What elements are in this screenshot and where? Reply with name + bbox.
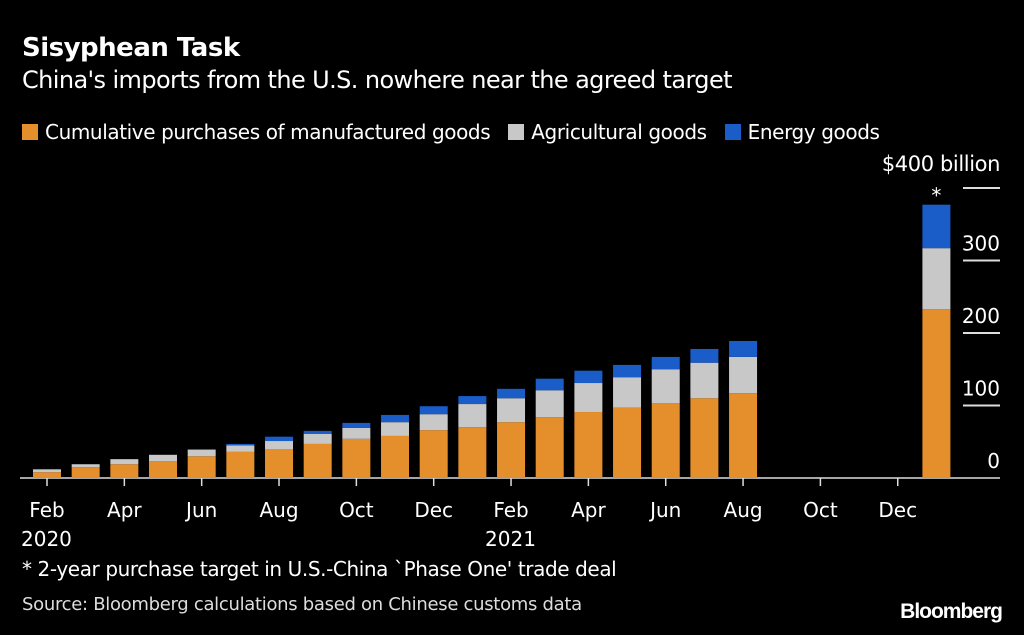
legend-item-agricultural: Agricultural goods	[508, 120, 707, 144]
bar-segment-energy	[458, 396, 487, 405]
bar-segment-agricultural	[497, 398, 526, 423]
bar-segment-agricultural	[342, 427, 371, 439]
bar-segment-agricultural	[690, 362, 719, 399]
bar-segment-manufactured	[265, 449, 294, 478]
x-tick-label: Apr	[107, 498, 142, 522]
x-tick-year-label: 2020	[21, 527, 72, 551]
bar-segment-manufactured	[690, 398, 719, 478]
bar-segment-agricultural	[613, 377, 642, 408]
bar-segment-agricultural	[303, 433, 332, 444]
bar-segment-agricultural	[149, 454, 178, 462]
footnote: * 2-year purchase target in U.S.-China `…	[22, 557, 617, 581]
bar-segment-energy	[419, 406, 448, 415]
bar-segment-agricultural	[226, 445, 255, 452]
target-bar-segment-agricultural	[922, 248, 951, 310]
bar-segment-energy	[535, 378, 564, 391]
target-marker: *	[931, 184, 941, 208]
bar-segment-energy	[226, 443, 255, 446]
source-note: Source: Bloomberg calculations based on …	[22, 594, 582, 615]
bar-segment-energy	[187, 449, 216, 450]
x-tick-label: Dec	[414, 498, 453, 522]
x-tick-label: Jun	[648, 498, 681, 522]
bar-segment-energy	[651, 356, 680, 370]
x-tick-label: Aug	[724, 498, 763, 522]
x-tick-label: Aug	[259, 498, 298, 522]
legend-swatch	[22, 124, 38, 140]
chart-title: Sisyphean Task	[22, 33, 240, 63]
x-tick-year-label: 2021	[485, 527, 536, 551]
x-tick-label: Jun	[184, 498, 217, 522]
bar-segment-manufactured	[226, 451, 255, 478]
bar-segment-manufactured	[33, 472, 61, 478]
bar-segment-energy	[381, 414, 410, 423]
y-tick-label: 100	[962, 377, 1000, 401]
bar-segment-energy	[342, 422, 371, 428]
x-tick-label: Oct	[339, 498, 374, 522]
target-bar-segment-manufactured	[922, 309, 951, 478]
bar-segment-agricultural	[71, 464, 100, 468]
y-tick-label: 0	[987, 449, 1000, 473]
bar-segment-agricultural	[651, 369, 680, 404]
bar-segment-agricultural	[535, 390, 564, 418]
bar-segment-manufactured	[71, 467, 100, 478]
legend-item-energy: Energy goods	[724, 120, 880, 144]
bar-segment-agricultural	[419, 414, 448, 431]
x-tick-label: Oct	[803, 498, 838, 522]
bar-segment-manufactured	[303, 443, 332, 478]
bar-segment-agricultural	[729, 356, 758, 394]
bar-segment-agricultural	[265, 441, 294, 449]
legend-swatch	[724, 124, 741, 140]
y-tick-label: 200	[962, 304, 1000, 328]
target-bar-segment-energy	[922, 204, 951, 249]
legend-label: Agricultural goods	[531, 120, 707, 144]
bar-segment-manufactured	[342, 438, 371, 478]
legend-label: Energy goods	[747, 120, 880, 144]
x-tick-label: Feb	[493, 498, 528, 522]
bar-segment-manufactured	[187, 456, 216, 478]
legend-label: Cumulative purchases of manufactured goo…	[45, 120, 491, 144]
bar-segment-agricultural	[381, 422, 410, 436]
bar-segment-manufactured	[651, 403, 680, 478]
bar-segment-agricultural	[458, 404, 487, 428]
bar-segment-agricultural	[33, 469, 61, 473]
bar-segment-manufactured	[110, 464, 139, 478]
bar-segment-manufactured	[574, 412, 603, 478]
x-tick-label: Feb	[29, 498, 64, 522]
bar-segment-manufactured	[381, 435, 410, 478]
bar-segment-energy	[497, 388, 526, 399]
chart-subtitle: China's imports from the U.S. nowhere ne…	[22, 66, 733, 94]
bar-segment-manufactured	[149, 461, 178, 478]
bar-segment-manufactured	[613, 407, 642, 478]
bar-segment-energy	[265, 436, 294, 442]
bar-segment-agricultural	[110, 459, 139, 465]
bar-segment-agricultural	[574, 383, 603, 413]
bloomberg-logo: Bloomberg	[900, 600, 1003, 623]
bar-segment-manufactured	[729, 393, 758, 478]
bar-segment-energy	[303, 430, 332, 434]
legend: Cumulative purchases of manufactured goo…	[22, 120, 880, 144]
y-tick-label: 300	[962, 232, 1000, 256]
legend-swatch	[508, 124, 525, 140]
bar-segment-energy	[574, 370, 603, 384]
x-tick-label: Dec	[878, 498, 917, 522]
legend-item-manufactured: Cumulative purchases of manufactured goo…	[22, 120, 491, 144]
bar-segment-manufactured	[458, 427, 487, 478]
x-tick-label: Apr	[571, 498, 606, 522]
bar-segment-manufactured	[419, 430, 448, 478]
bar-segment-energy	[613, 364, 642, 378]
bar-segment-energy	[690, 348, 719, 363]
bar-segment-manufactured	[497, 422, 526, 478]
bar-segment-agricultural	[187, 449, 216, 457]
bar-segment-energy	[729, 340, 758, 357]
y-axis-unit-label: $400 billion	[881, 152, 1001, 176]
bar-segment-manufactured	[535, 417, 564, 478]
